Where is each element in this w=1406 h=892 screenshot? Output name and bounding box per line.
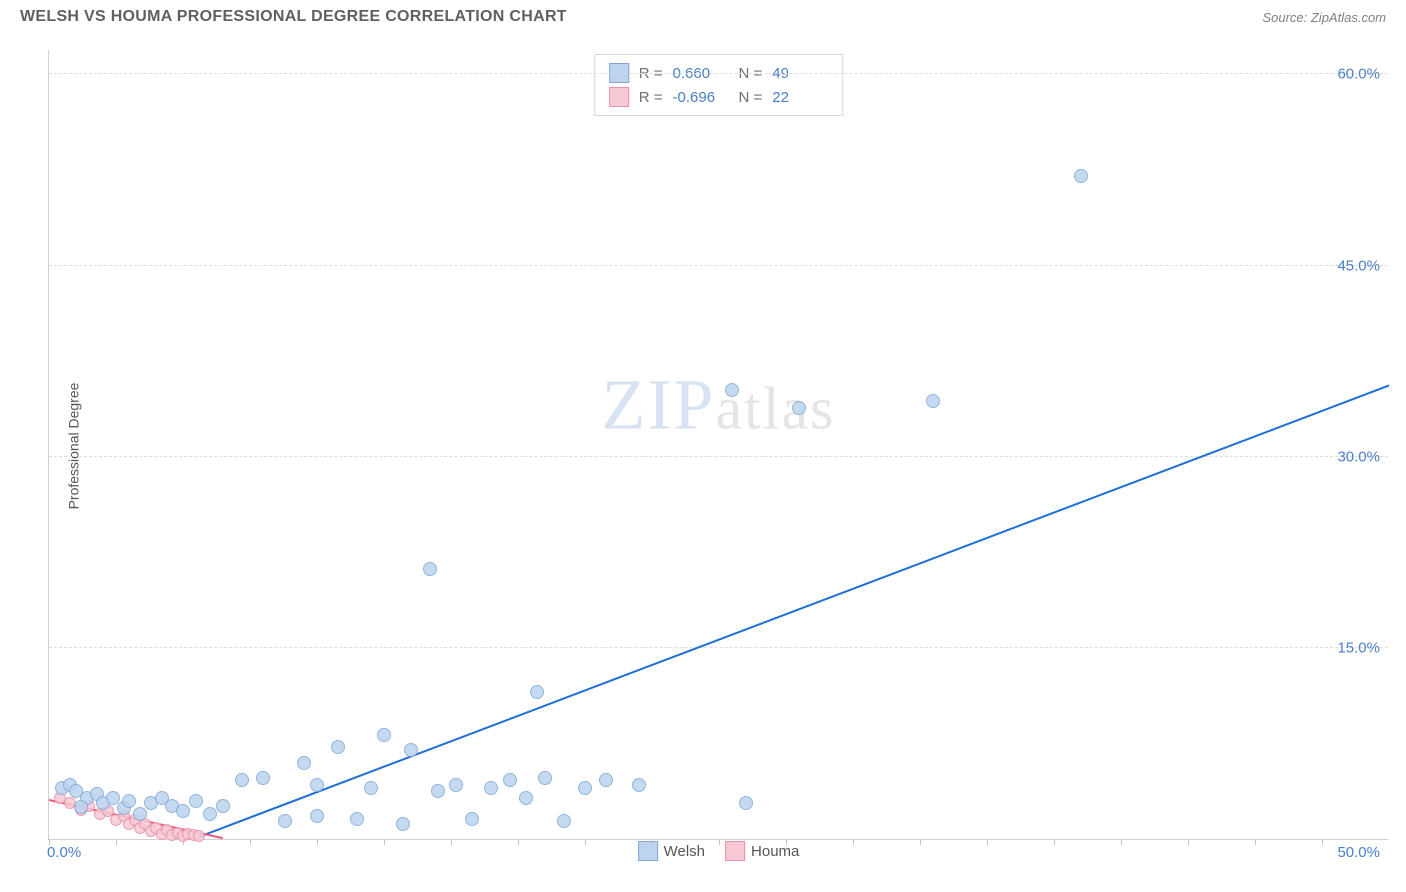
point-welsh [203, 807, 217, 821]
legend-item-welsh: Welsh [638, 841, 705, 861]
point-welsh [74, 800, 88, 814]
y-tick-label: 60.0% [1337, 66, 1380, 83]
x-tick [116, 839, 117, 845]
x-tick [518, 839, 519, 845]
point-welsh [926, 394, 940, 408]
n-label-houma: N = [739, 89, 763, 106]
x-tick [451, 839, 452, 845]
point-welsh [331, 740, 345, 754]
x-tick [1255, 839, 1256, 845]
gridline [49, 647, 1388, 648]
point-welsh [297, 756, 311, 770]
point-welsh [557, 814, 571, 828]
legend-swatch-welsh [638, 841, 658, 861]
x-tick [719, 839, 720, 845]
legend-swatch-houma [725, 841, 745, 861]
point-welsh [484, 781, 498, 795]
point-welsh [632, 778, 646, 792]
x-tick [920, 839, 921, 845]
stats-row-houma: R = -0.696 N = 22 [609, 85, 829, 109]
point-welsh [404, 743, 418, 757]
point-welsh [310, 778, 324, 792]
scatter-chart: ZIPatlas R = 0.660 N = 49 R = -0.696 N =… [48, 50, 1388, 840]
point-welsh [176, 804, 190, 818]
point-welsh [530, 685, 544, 699]
point-houma [193, 830, 205, 842]
legend-label-houma: Houma [751, 843, 799, 860]
x-tick [1121, 839, 1122, 845]
point-welsh [350, 812, 364, 826]
point-welsh [377, 728, 391, 742]
x-tick [49, 839, 50, 845]
point-welsh [396, 817, 410, 831]
point-welsh [792, 401, 806, 415]
point-welsh [519, 791, 533, 805]
swatch-houma [609, 87, 629, 107]
point-welsh [235, 773, 249, 787]
point-welsh [538, 771, 552, 785]
r-label-houma: R = [639, 89, 663, 106]
x-tick [1188, 839, 1189, 845]
point-welsh [310, 809, 324, 823]
point-welsh [449, 778, 463, 792]
point-welsh [465, 812, 479, 826]
chart-header: WELSH VS HOUMA PROFESSIONAL DEGREE CORRE… [0, 0, 1406, 30]
y-tick-label: 45.0% [1337, 257, 1380, 274]
point-welsh [725, 383, 739, 397]
x-origin-label: 0.0% [47, 844, 81, 861]
legend-label-welsh: Welsh [664, 843, 705, 860]
y-tick-label: 15.0% [1337, 639, 1380, 656]
x-tick [317, 839, 318, 845]
watermark-zip: ZIP [602, 365, 716, 445]
point-welsh [739, 796, 753, 810]
chart-source: Source: ZipAtlas.com [1262, 10, 1386, 25]
x-tick [384, 839, 385, 845]
point-welsh [216, 799, 230, 813]
x-tick [1054, 839, 1055, 845]
trend-line [196, 385, 1389, 839]
point-welsh [364, 781, 378, 795]
x-tick [853, 839, 854, 845]
point-welsh [133, 807, 147, 821]
point-welsh [578, 781, 592, 795]
x-tick [250, 839, 251, 845]
x-max-label: 50.0% [1337, 844, 1380, 861]
x-tick [786, 839, 787, 845]
legend-item-houma: Houma [725, 841, 799, 861]
r-value-houma: -0.696 [673, 89, 729, 106]
x-tick [1322, 839, 1323, 845]
point-welsh [431, 784, 445, 798]
gridline [49, 456, 1388, 457]
point-welsh [189, 794, 203, 808]
point-welsh [278, 814, 292, 828]
point-welsh [1074, 169, 1088, 183]
x-tick [652, 839, 653, 845]
stats-legend-box: R = 0.660 N = 49 R = -0.696 N = 22 [594, 54, 844, 116]
gridline [49, 73, 1388, 74]
point-welsh [256, 771, 270, 785]
gridline [49, 265, 1388, 266]
x-tick [585, 839, 586, 845]
point-welsh [599, 773, 613, 787]
point-welsh [122, 794, 136, 808]
x-tick [987, 839, 988, 845]
y-tick-label: 30.0% [1337, 448, 1380, 465]
chart-title: WELSH VS HOUMA PROFESSIONAL DEGREE CORRE… [20, 8, 567, 26]
point-welsh [423, 562, 437, 576]
point-welsh [503, 773, 517, 787]
n-value-houma: 22 [772, 89, 828, 106]
